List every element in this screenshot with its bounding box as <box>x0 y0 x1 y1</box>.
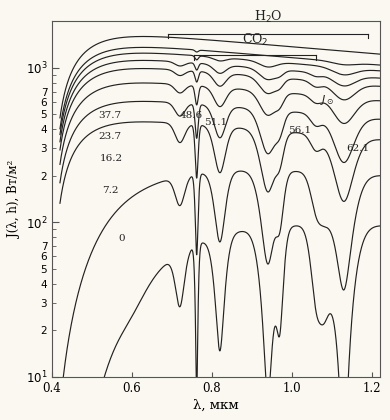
Y-axis label: J(λ, h), Вт/м²: J(λ, h), Вт/м² <box>8 160 21 238</box>
Text: 16.2: 16.2 <box>100 154 123 163</box>
Text: 37.7: 37.7 <box>98 111 121 120</box>
Text: 0: 0 <box>118 234 124 243</box>
Text: H$_2$O: H$_2$O <box>254 9 282 25</box>
Text: $J_\odot$: $J_\odot$ <box>320 93 334 107</box>
Text: 62.1: 62.1 <box>346 144 369 153</box>
Text: 51.1: 51.1 <box>204 118 227 127</box>
Text: CO$_2$: CO$_2$ <box>241 32 268 48</box>
X-axis label: λ, мкм: λ, мкм <box>193 399 239 412</box>
Text: 56.1: 56.1 <box>288 126 311 135</box>
Text: 7.2: 7.2 <box>102 186 119 195</box>
Text: 23.7: 23.7 <box>98 132 121 141</box>
Text: 48.6: 48.6 <box>180 111 203 120</box>
